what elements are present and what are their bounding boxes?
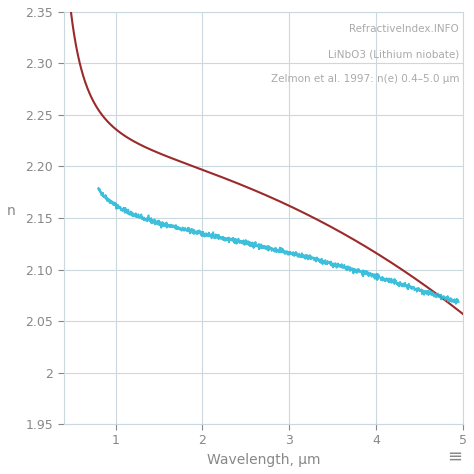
- Y-axis label: n: n: [7, 204, 16, 218]
- Text: ≡: ≡: [447, 447, 462, 465]
- Text: RefractiveIndex.INFO: RefractiveIndex.INFO: [349, 24, 459, 34]
- Text: Zelmon et al. 1997: n(e) 0.4–5.0 μm: Zelmon et al. 1997: n(e) 0.4–5.0 μm: [271, 74, 459, 84]
- Text: LiNbO3 (Lithium niobate): LiNbO3 (Lithium niobate): [328, 49, 459, 59]
- X-axis label: Wavelength, μm: Wavelength, μm: [207, 453, 320, 467]
